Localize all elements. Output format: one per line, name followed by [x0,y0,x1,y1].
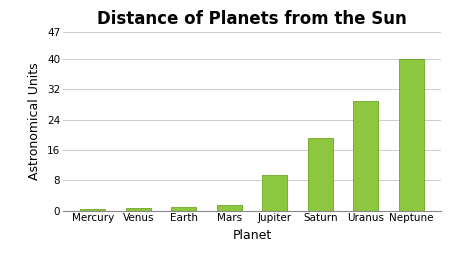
Bar [262,175,287,211]
Bar [308,138,333,211]
Y-axis label: Astronomical Units: Astronomical Units [28,63,41,180]
Bar [217,205,242,211]
Bar [126,208,151,211]
Title: Distance of Planets from the Sun: Distance of Planets from the Sun [97,10,407,28]
X-axis label: Planet: Planet [232,229,272,242]
Bar [171,207,196,211]
Bar [80,209,105,211]
Bar [399,59,424,211]
Bar [353,101,378,211]
